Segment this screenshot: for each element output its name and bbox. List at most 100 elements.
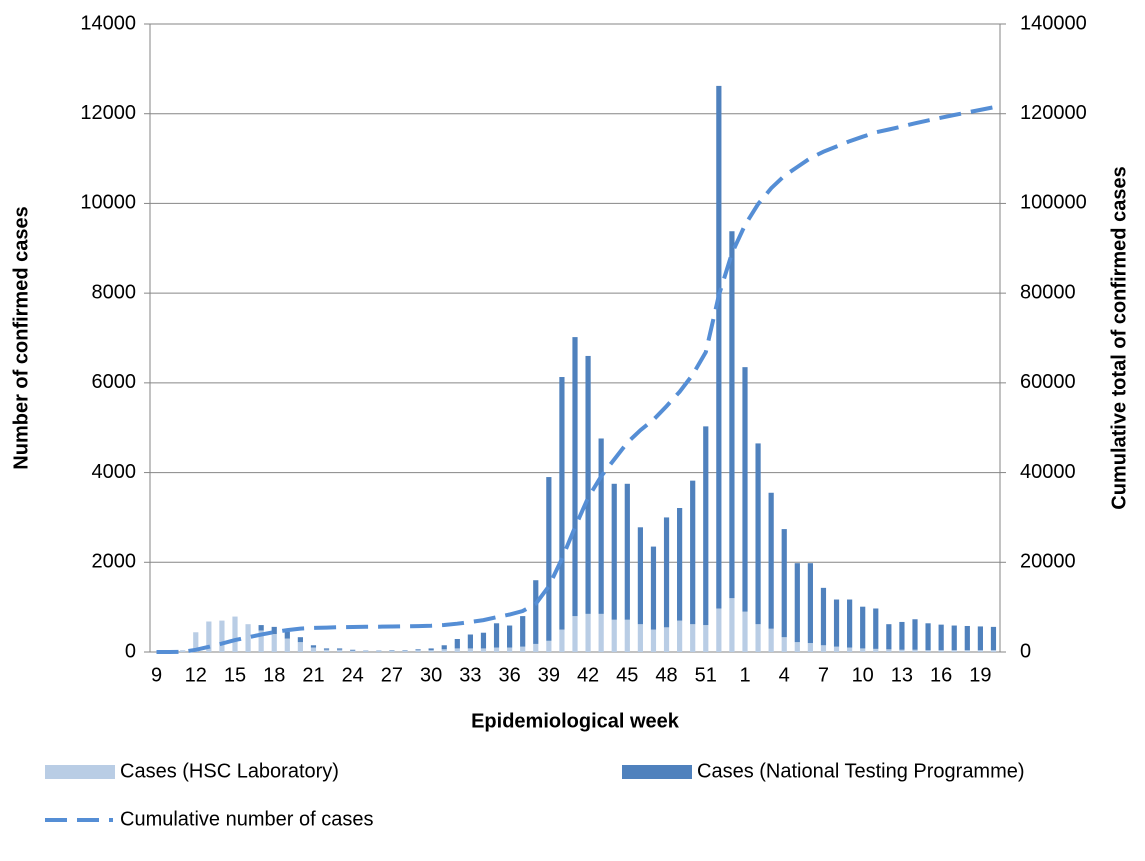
bar xyxy=(650,546,657,630)
x-tick-label: 16 xyxy=(930,664,952,686)
bar xyxy=(860,648,866,652)
bar xyxy=(886,649,892,652)
bar xyxy=(755,443,761,625)
y2-tick-label: 80000 xyxy=(1020,281,1076,303)
bar xyxy=(729,231,735,599)
bar xyxy=(886,624,892,650)
bar xyxy=(493,647,500,652)
bar xyxy=(833,646,840,652)
x-tick-label: 39 xyxy=(538,664,560,686)
bar xyxy=(938,624,944,651)
bar xyxy=(271,634,277,652)
bar xyxy=(677,508,683,621)
x-tick-label: 1 xyxy=(739,664,750,686)
x-tick-label: 30 xyxy=(420,664,442,686)
bar xyxy=(520,646,526,652)
bar xyxy=(768,492,774,629)
x-tick-label: 21 xyxy=(302,664,324,686)
bar xyxy=(206,621,212,652)
y2-axis-title: Cumulative total of confirmed cases xyxy=(1108,166,1130,509)
y2-tick-label: 140000 xyxy=(1020,12,1087,34)
bar xyxy=(794,563,800,643)
legend-swatch xyxy=(622,765,692,779)
bar xyxy=(402,650,408,652)
bar xyxy=(271,626,277,635)
bar xyxy=(297,637,303,643)
bar xyxy=(742,367,748,612)
bar xyxy=(585,613,591,652)
bar xyxy=(768,628,774,652)
bar xyxy=(781,529,787,638)
y-tick-label: 6000 xyxy=(92,371,137,393)
bar xyxy=(677,620,683,652)
y2-tick-label: 20000 xyxy=(1020,551,1076,573)
bar xyxy=(454,638,460,649)
bar xyxy=(520,616,526,647)
bar xyxy=(546,477,552,641)
bar xyxy=(376,651,382,652)
x-tick-label: 45 xyxy=(616,664,638,686)
y-axis-title: Number of confirmed cases xyxy=(10,206,32,469)
bar xyxy=(180,650,186,652)
bar xyxy=(794,642,800,652)
bar xyxy=(729,598,735,652)
bar xyxy=(598,613,604,652)
bar xyxy=(389,650,395,652)
y-tick-label: 8000 xyxy=(92,281,137,303)
bar xyxy=(441,645,447,650)
bar xyxy=(572,337,578,617)
bar xyxy=(637,624,643,652)
bar xyxy=(337,649,343,652)
bar xyxy=(258,625,264,631)
y2-tick-label: 120000 xyxy=(1020,102,1087,124)
cumulative-line xyxy=(156,105,994,654)
bar xyxy=(350,650,356,652)
bar xyxy=(807,563,813,644)
x-axis-title: Epidemiological week xyxy=(471,710,680,732)
legend-swatch xyxy=(45,765,115,779)
bar xyxy=(454,648,460,652)
y2-tick-label: 60000 xyxy=(1020,371,1076,393)
bar xyxy=(350,649,356,651)
bar xyxy=(925,623,931,651)
y-tick-label: 10000 xyxy=(80,192,136,214)
bar xyxy=(428,648,434,651)
bar xyxy=(873,608,879,649)
bar xyxy=(533,643,539,652)
bar xyxy=(990,650,997,652)
bar xyxy=(716,85,722,609)
bar xyxy=(703,426,709,626)
x-tick-label: 7 xyxy=(818,664,829,686)
bar xyxy=(807,643,813,652)
bar xyxy=(546,640,552,652)
y-tick-label: 2000 xyxy=(92,551,137,573)
bar xyxy=(716,608,722,652)
bar xyxy=(938,650,944,652)
bar xyxy=(899,649,905,652)
bar xyxy=(507,647,513,652)
x-tick-label: 10 xyxy=(852,664,874,686)
legend-label: Cumulative number of cases xyxy=(120,808,373,830)
legend-label: Cases (National Testing Programme) xyxy=(697,760,1025,782)
bar xyxy=(507,625,513,648)
bar xyxy=(232,616,238,652)
bar xyxy=(493,623,500,648)
bar xyxy=(833,599,840,647)
bar xyxy=(337,648,343,650)
bar xyxy=(690,624,696,652)
bar xyxy=(847,647,853,652)
bar xyxy=(480,632,487,649)
bar xyxy=(690,480,696,625)
bar xyxy=(323,649,330,652)
bar xyxy=(847,599,853,648)
bar xyxy=(964,650,970,652)
bar xyxy=(310,645,317,648)
bar xyxy=(860,606,866,649)
bar xyxy=(559,377,565,630)
bar xyxy=(598,438,604,614)
bar xyxy=(624,483,630,620)
bar xyxy=(323,648,330,650)
bar xyxy=(585,355,591,614)
bar xyxy=(663,517,670,628)
